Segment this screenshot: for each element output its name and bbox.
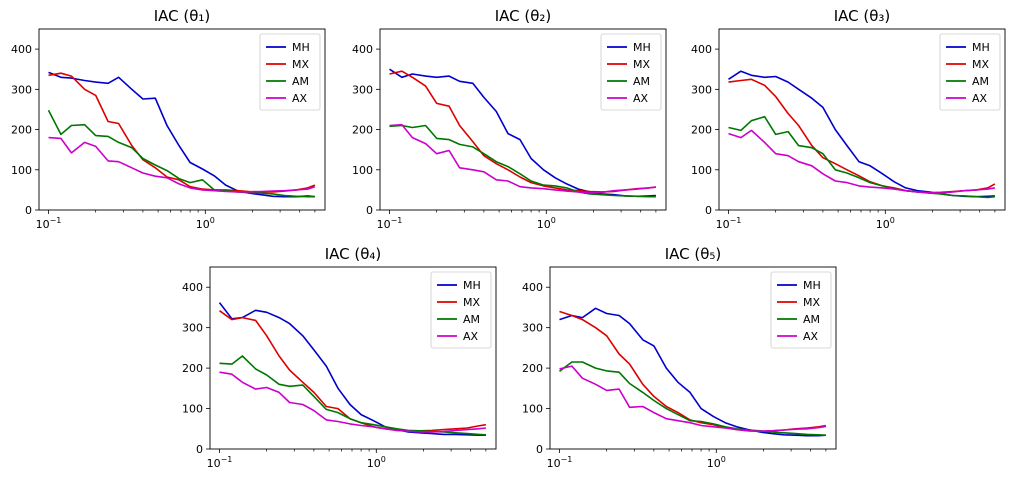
legend-label-am: AM: [463, 313, 480, 326]
y-tick-label: 300: [691, 83, 712, 96]
chart-panel-1: IAC (θ₁) 0 100 200 300 400 10−1 100 MH MX AM AX: [11, 7, 326, 231]
legend-box: [600, 33, 662, 111]
y-tick-label: 400: [182, 281, 203, 294]
y-tick-label: 200: [691, 124, 712, 137]
legend-label-ax: AX: [972, 92, 988, 105]
legend-label-mh: MH: [292, 41, 310, 54]
y-tick-label: 200: [11, 124, 32, 137]
legend-box: [430, 271, 492, 349]
y-tick-label: 200: [352, 124, 373, 137]
legend-label-am: AM: [292, 75, 309, 88]
legend-label-mx: MX: [633, 58, 650, 71]
series-line-ax: [559, 365, 827, 433]
legend-label-ax: AX: [292, 92, 308, 105]
y-tick-label: 400: [11, 43, 32, 56]
series-line-mh: [218, 302, 486, 437]
plot-frame: [718, 28, 1006, 211]
legend-box: [939, 33, 1001, 111]
y-tick-label: 0: [196, 443, 203, 456]
y-tick-label: 100: [352, 164, 373, 177]
plot-frame: [379, 28, 667, 211]
series-line-am: [47, 109, 315, 198]
series-line-ax: [219, 371, 486, 433]
legend-box: [259, 33, 321, 111]
y-tick-label: 300: [182, 322, 203, 335]
legend-label-mx: MX: [463, 296, 480, 309]
series-line-ax: [728, 129, 996, 194]
y-tick-label: 300: [352, 83, 373, 96]
y-tick-label: 100: [11, 164, 32, 177]
y-tick-label: 200: [522, 362, 543, 375]
series-line-ax: [48, 136, 316, 193]
chart-panel-5: IAC (θ₅) 0 100 200 300 400 10−1 100 MH MX AM AX: [522, 245, 837, 470]
y-tick-label: 400: [352, 43, 373, 56]
chart-panel-4: IAC (θ₄) 0 100 200 300 400 10−1 100 MH MX AM AX: [182, 245, 497, 470]
x-tick-label: 10−1: [207, 455, 233, 470]
x-tick-label: 10−1: [547, 455, 573, 470]
y-tick-label: 0: [25, 204, 32, 217]
series-line-am: [559, 361, 826, 436]
series-line-am: [389, 124, 656, 198]
y-tick-label: 100: [691, 164, 712, 177]
y-tick-label: 300: [11, 83, 32, 96]
chart-title: IAC (θ₃): [834, 7, 891, 25]
x-tick-label: 100: [367, 455, 386, 470]
series-line-mh: [559, 307, 826, 437]
legend-label-mx: MX: [803, 296, 820, 309]
legend-label-mh: MH: [972, 41, 990, 54]
chart-panel-3: IAC (θ₃) 0 100 200 300 400 10−1 100 MH MX AM AX: [691, 7, 1006, 231]
series-line-mh: [48, 71, 315, 198]
y-tick-label: 0: [536, 443, 543, 456]
legend-label-mx: MX: [972, 58, 989, 71]
x-tick-label: 100: [876, 216, 895, 231]
series-line-am: [219, 355, 486, 436]
legend-label-mh: MH: [633, 41, 651, 54]
series-line-ax: [389, 123, 656, 194]
y-tick-label: 400: [522, 281, 543, 294]
legend-label-ax: AX: [803, 330, 819, 343]
chart-title: IAC (θ₅): [665, 245, 722, 263]
y-tick-label: 300: [522, 322, 543, 335]
y-tick-label: 0: [705, 204, 712, 217]
x-tick-label: 10−1: [377, 216, 403, 231]
chart-title: IAC (θ₁): [154, 7, 211, 25]
legend-label-ax: AX: [633, 92, 649, 105]
chart-panel-2: IAC (θ₂) 0 100 200 300 400 10−1 100 MH MX AM AX: [352, 7, 667, 231]
chart-title: IAC (θ₂): [495, 7, 552, 25]
plot-frame: [38, 28, 326, 211]
plot-frame: [549, 266, 837, 450]
chart-title: IAC (θ₄): [325, 245, 382, 263]
y-tick-label: 100: [182, 403, 203, 416]
legend-label-mx: MX: [292, 58, 309, 71]
x-tick-label: 100: [537, 216, 556, 231]
legend-label-mh: MH: [463, 279, 481, 292]
legend-label-ax: AX: [463, 330, 479, 343]
x-tick-label: 100: [707, 455, 726, 470]
x-tick-label: 100: [196, 216, 215, 231]
y-tick-label: 100: [522, 403, 543, 416]
legend-label-am: AM: [803, 313, 820, 326]
legend-box: [770, 271, 832, 349]
x-tick-label: 10−1: [716, 216, 742, 231]
legend-label-mh: MH: [803, 279, 821, 292]
y-tick-label: 200: [182, 362, 203, 375]
series-line-am: [728, 115, 995, 199]
legend-label-am: AM: [972, 75, 989, 88]
legend-label-am: AM: [633, 75, 650, 88]
plot-frame: [209, 266, 497, 450]
y-tick-label: 0: [366, 204, 373, 217]
y-tick-label: 400: [691, 43, 712, 56]
x-tick-label: 10−1: [36, 216, 62, 231]
